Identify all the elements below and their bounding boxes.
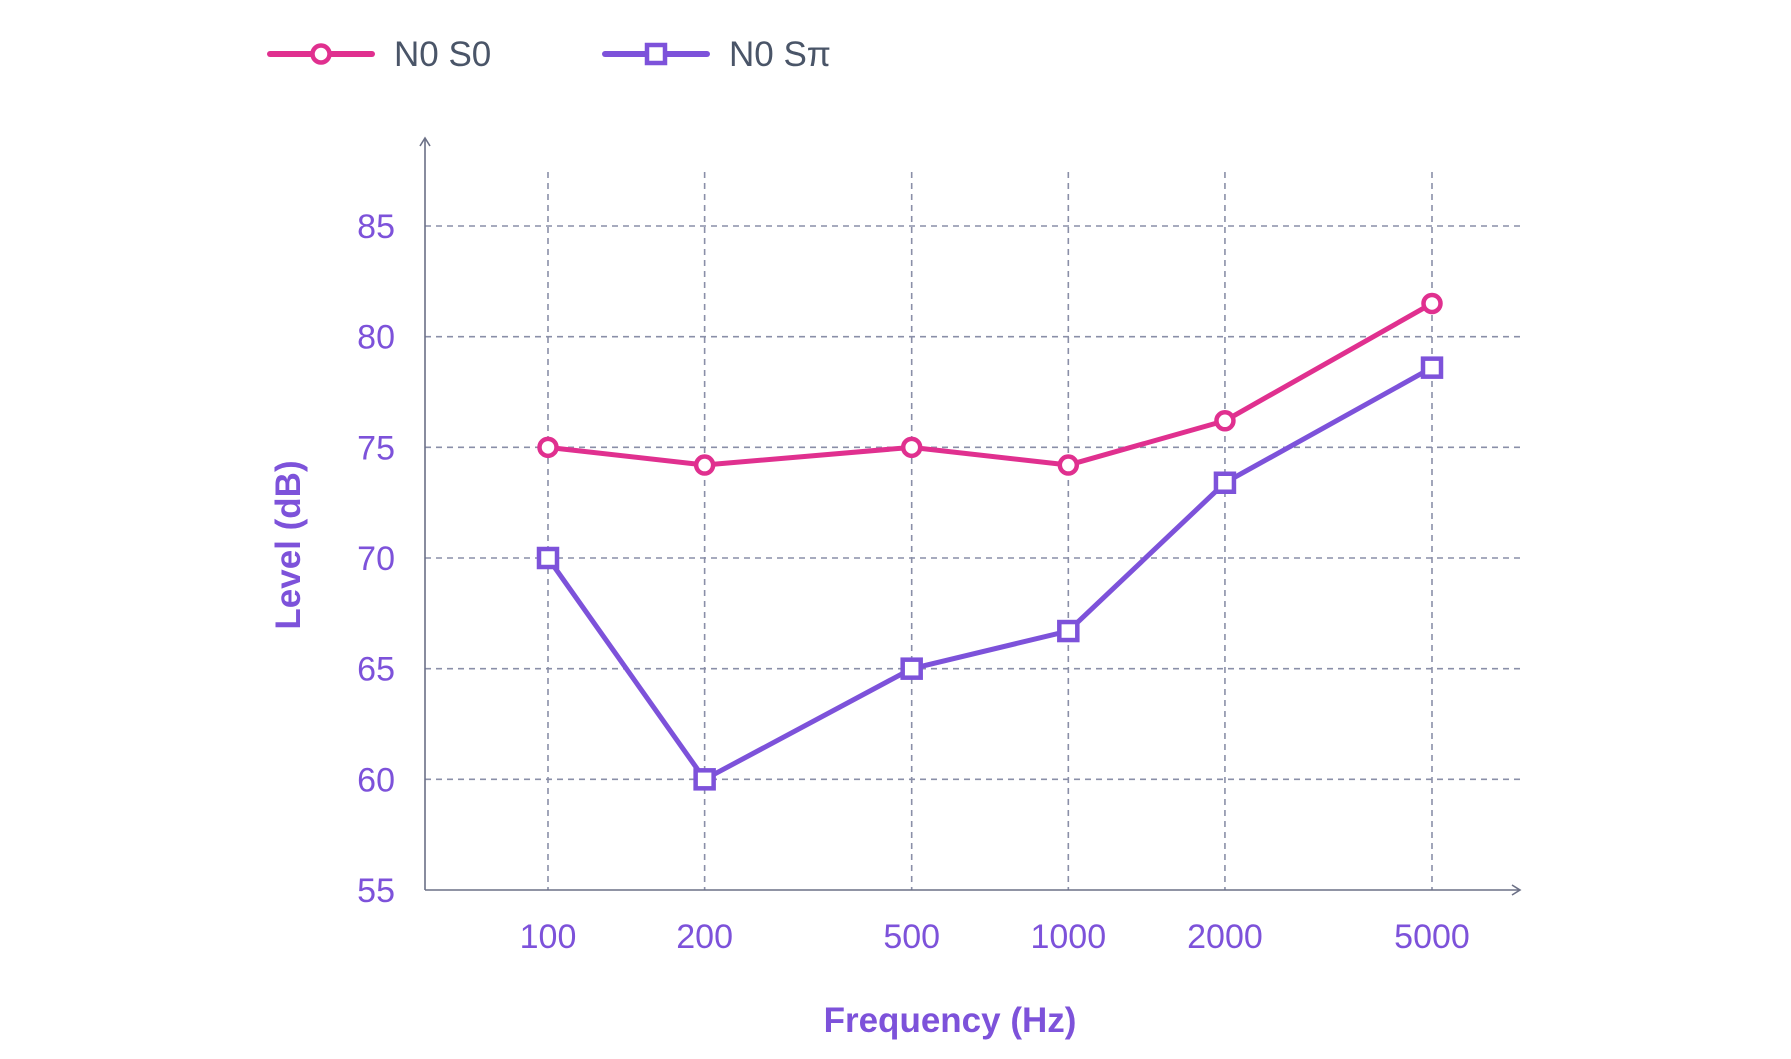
series-line xyxy=(545,365,1435,782)
data-point xyxy=(1057,454,1080,476)
x-tick-label: 5000 xyxy=(1394,918,1470,956)
data-point xyxy=(693,454,716,476)
legend-item-1: N0 S0 xyxy=(267,35,491,74)
series-layer xyxy=(536,292,1444,791)
legend-label: N0 Sπ xyxy=(729,35,831,74)
legend-marker xyxy=(310,43,332,65)
y-tick-label: 65 xyxy=(357,651,395,689)
x-tick-label: 100 xyxy=(520,918,577,956)
x-axis-title: Frequency (Hz) xyxy=(824,1001,1077,1040)
data-point xyxy=(536,546,560,570)
data-point xyxy=(1213,471,1237,494)
grid-layer xyxy=(425,172,1520,890)
data-point xyxy=(1214,410,1236,432)
x-tick-label: 2000 xyxy=(1187,918,1263,956)
axis-layer: 55 60 65 70 75 80 85 100 200 500 1000 2000 5000 xyxy=(357,136,1522,956)
data-point xyxy=(1421,292,1443,315)
y-axis-arrow xyxy=(419,136,431,147)
data-point xyxy=(693,768,716,791)
x-tick-label: 500 xyxy=(883,918,940,956)
data-point xyxy=(1057,619,1080,643)
series-line xyxy=(545,300,1435,468)
legend-label: N0 S0 xyxy=(394,35,491,74)
data-point xyxy=(900,436,923,459)
x-tick-label: 1000 xyxy=(1030,918,1106,956)
y-axis-title: Level (dB) xyxy=(269,460,308,629)
x-tick-label: 200 xyxy=(676,918,733,956)
x-axis-arrow xyxy=(1511,884,1522,896)
y-tick-label: 60 xyxy=(357,761,395,799)
legend-marker xyxy=(644,42,668,66)
y-tick-label: 55 xyxy=(357,872,395,910)
data-point xyxy=(900,657,923,680)
data-point xyxy=(537,436,559,459)
data-point xyxy=(1420,356,1444,379)
y-tick-label: 75 xyxy=(357,429,395,467)
series-2 xyxy=(536,356,1444,791)
y-tick-label: 70 xyxy=(357,540,395,578)
legend: N0 S0 N0 Sπ xyxy=(267,35,831,74)
legend-item-2: N0 Sπ xyxy=(602,35,831,74)
y-tick-label: 85 xyxy=(357,208,395,246)
y-tick-label: 80 xyxy=(357,319,395,357)
series-1 xyxy=(537,292,1443,476)
